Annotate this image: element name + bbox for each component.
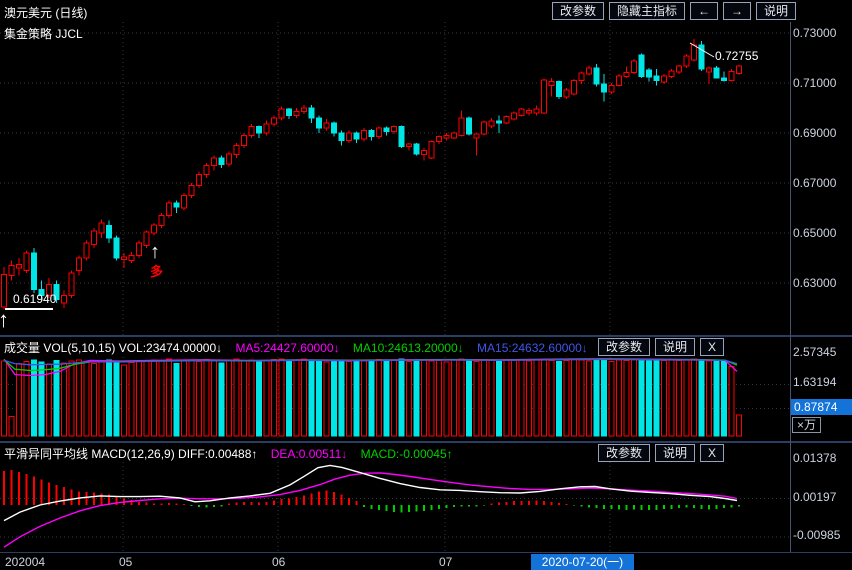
change-params-button[interactable]: 改参数 <box>551 2 604 20</box>
strategy-label: 集金策略 JJCL <box>4 27 83 41</box>
volume-pane-header: 成交量 VOL(5,10,15) VOL:23474.00000↓ MA5:24… <box>0 337 790 357</box>
macd-close-button[interactable]: X <box>699 444 724 462</box>
volume-axis-label: 1.63194 <box>793 375 837 389</box>
volume-ma15-text: MA15:24632.60000↓ <box>477 341 588 355</box>
chart-title: 澳元美元 (日线) <box>4 6 88 20</box>
low-price-label: 0.61940 <box>13 292 57 306</box>
volume-ma10-text: MA10:24613.20000↓ <box>352 341 464 355</box>
macd-pane-header: 平滑异同平均线 MACD(12,26,9) DIFF:0.00488↑ DEA:… <box>0 444 790 462</box>
volume-pane <box>0 357 790 441</box>
dea-line <box>3 472 738 548</box>
volume-axis-label: 2.57345 <box>793 345 837 359</box>
volume-ma5-text: MA5:24427.60000↓ <box>235 341 340 355</box>
up-arrow-icon: ↑ <box>0 307 9 332</box>
price-axis-label: 0.73000 <box>793 26 837 40</box>
volume-change-params-button[interactable]: 改参数 <box>597 338 650 356</box>
macd-pane <box>0 462 790 552</box>
hide-main-indicator-button[interactable]: 隐藏主指标 <box>608 2 685 20</box>
high-price-pointer <box>689 42 715 58</box>
volume-close-button[interactable]: X <box>699 338 724 356</box>
time-axis-label: 05 <box>119 555 133 569</box>
time-axis-label: 06 <box>272 555 286 569</box>
candlestick-chart[interactable] <box>0 22 790 335</box>
macd-indicator-text: 平滑异同平均线 MACD(12,26,9) DIFF:0.00488↑ <box>4 447 258 461</box>
price-axis-label: 0.65000 <box>793 226 837 240</box>
axis-border <box>790 22 791 552</box>
price-axis-label: 0.67000 <box>793 176 837 190</box>
top-bar: 澳元美元 (日线) 改参数 隐藏主指标 ← → 说明 <box>0 0 852 22</box>
scroll-right-button[interactable]: → <box>722 2 751 20</box>
macd-axis-label: -0.00985 <box>793 528 841 542</box>
volume-ma-line <box>3 358 738 366</box>
macd-axis-label: 0.00197 <box>793 490 837 504</box>
date-highlight: 2020-07-20(一) <box>531 554 634 570</box>
macd-change-params-button[interactable]: 改参数 <box>597 444 650 462</box>
help-button[interactable]: 说明 <box>755 2 796 20</box>
volume-axis-highlight: 0.87874 <box>791 399 852 415</box>
main-chart-pane: 集金策略 JJCL 0.61940 ↑ ↑ 多 0.72755 <box>0 22 790 335</box>
low-price-tick <box>5 308 53 310</box>
price-axis-label: 0.69000 <box>793 126 837 140</box>
volume-bars-layer <box>1 358 742 437</box>
pane-divider <box>0 441 852 443</box>
volume-help-button[interactable]: 说明 <box>654 338 695 356</box>
price-axis-label: 0.63000 <box>793 276 837 290</box>
pane-divider <box>0 335 852 337</box>
diff-line <box>3 464 738 522</box>
candles-layer <box>1 39 742 310</box>
macd-axis-label: 0.01378 <box>793 451 837 465</box>
time-axis-label: 07 <box>439 555 453 569</box>
price-axis-label: 0.71000 <box>793 76 837 90</box>
macd-chart[interactable] <box>0 462 790 552</box>
top-bar-buttons: 改参数 隐藏主指标 ← → 说明 <box>551 2 796 20</box>
macd-value-text: MACD:-0.00045↑ <box>360 447 453 461</box>
macd-help-button[interactable]: 说明 <box>654 444 695 462</box>
high-price-label: 0.72755 <box>715 49 759 63</box>
volume-indicator-text: 成交量 VOL(5,10,15) VOL:23474.00000↓ <box>4 341 223 355</box>
scroll-left-button[interactable]: ← <box>689 2 718 20</box>
buy-signal-arrow-icon: ↑ <box>150 241 160 263</box>
time-axis-label: 202004 <box>5 555 46 569</box>
macd-dea-text: DEA:0.00511↓ <box>270 447 348 461</box>
volume-unit-label: ×万 <box>792 417 822 433</box>
buy-signal-label: 多 <box>150 264 164 279</box>
time-axis: 202004 05 06 07 2020-07-20(一) <box>0 552 852 570</box>
macd-histogram-layer <box>3 470 740 513</box>
volume-chart[interactable] <box>0 357 790 441</box>
